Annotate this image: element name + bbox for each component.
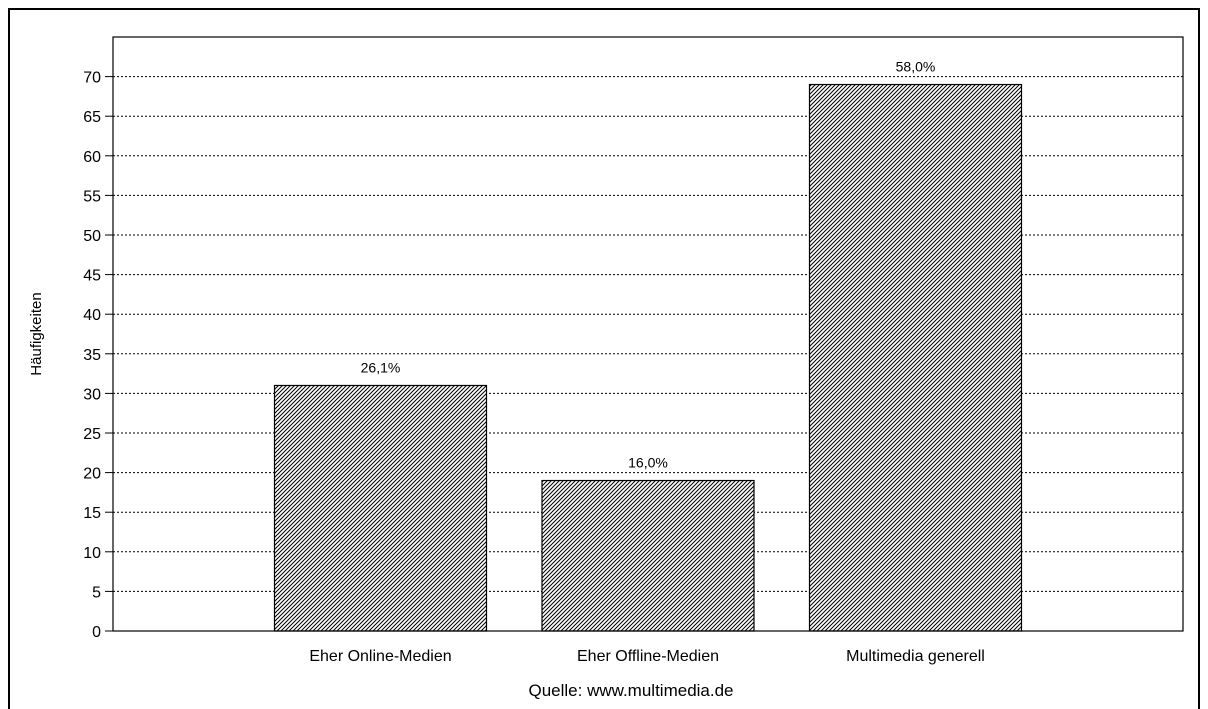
plot-frame — [112, 36, 1184, 632]
y-tick-label: 15 — [83, 505, 101, 522]
bar — [541, 479, 755, 632]
y-tick-label: 70 — [83, 70, 101, 87]
y-tick-label: 65 — [83, 109, 101, 126]
y-tick-label: 0 — [92, 624, 101, 641]
y-tick-label: 10 — [83, 545, 101, 562]
bar-data-label: 26,1% — [361, 359, 401, 375]
y-tick-label: 35 — [83, 347, 101, 364]
x-category-label: Multimedia generell — [846, 648, 985, 665]
y-tick-label: 25 — [83, 426, 101, 443]
bar — [273, 384, 488, 632]
y-tick-label: 55 — [83, 188, 101, 205]
bar — [808, 83, 1023, 632]
bars — [273, 83, 1023, 632]
y-tick-label: 40 — [83, 307, 101, 324]
x-axis-source-label: Quelle: www.multimedia.de — [528, 681, 733, 700]
labels: 26,1% Eher Online-Medien 16,0% Eher Offline… — [309, 59, 985, 665]
y-tick-label: 5 — [92, 584, 101, 601]
bar-data-label: 16,0% — [628, 455, 668, 471]
y-tick-label: 45 — [83, 268, 101, 285]
y-tick-label: 60 — [83, 149, 101, 166]
y-axis-title: Häufigkeiten — [28, 292, 45, 375]
y-ticks: 0 5 10 15 20 25 30 35 40 45 50 55 60 65 70 — [83, 70, 113, 641]
y-tick-label: 20 — [83, 466, 101, 483]
y-tick-label: 30 — [83, 386, 101, 403]
y-tick-label: 50 — [83, 228, 101, 245]
x-category-label: Eher Offline-Medien — [577, 648, 719, 665]
outer-frame — [8, 8, 1200, 709]
bar-data-label: 58,0% — [896, 59, 936, 75]
x-category-label: Eher Online-Medien — [309, 648, 451, 665]
